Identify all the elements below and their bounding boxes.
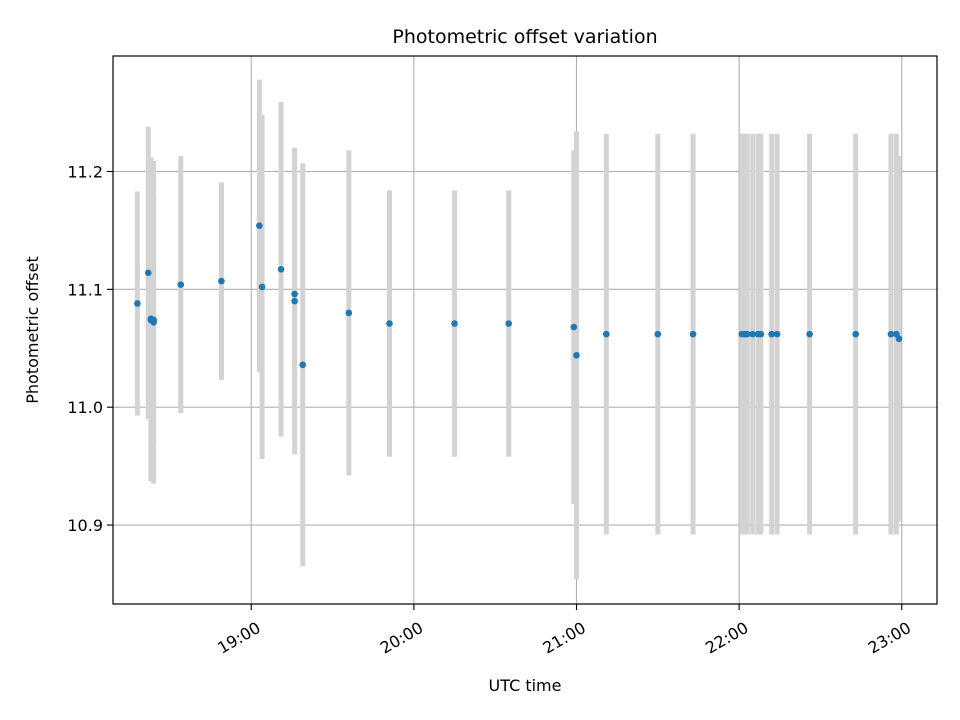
data-point (757, 330, 765, 338)
y-axis-ticks: 10.9 11.0 11.1 11.2 (67, 162, 113, 535)
data-point (218, 277, 225, 285)
y-tick-label: 10.9 (67, 516, 103, 535)
data-point (505, 320, 513, 327)
data-point (689, 330, 697, 338)
data-point (887, 330, 895, 338)
data-point (134, 300, 141, 307)
y-tick-label: 11.1 (67, 280, 103, 299)
data-point (277, 266, 285, 273)
data-point (451, 320, 458, 327)
data-point (895, 335, 903, 343)
data-point (258, 283, 266, 291)
x-axis-title: UTC time (489, 676, 562, 695)
data-point (573, 352, 580, 359)
data-point (177, 281, 185, 288)
data-point (150, 316, 157, 324)
y-tick-label: 11.2 (67, 162, 103, 181)
data-point (291, 290, 298, 298)
y-tick-label: 11.0 (67, 398, 103, 417)
data-points (134, 222, 903, 369)
plot-frame (112, 55, 938, 605)
data-point (144, 269, 152, 277)
data-point (773, 330, 781, 338)
data-point (654, 330, 662, 338)
data-point (743, 330, 751, 338)
data-point (386, 320, 393, 327)
data-point (852, 330, 859, 338)
y-axis-title: Photometric offset (23, 256, 42, 404)
data-point (570, 323, 578, 331)
data-point (749, 330, 756, 338)
data-point (299, 361, 307, 369)
data-point (291, 297, 298, 305)
chart-title: Photometric offset variation (392, 26, 657, 48)
data-point (768, 330, 775, 338)
data-point (603, 330, 610, 338)
data-point (345, 309, 353, 317)
data-point (806, 330, 813, 338)
data-point (256, 222, 263, 230)
